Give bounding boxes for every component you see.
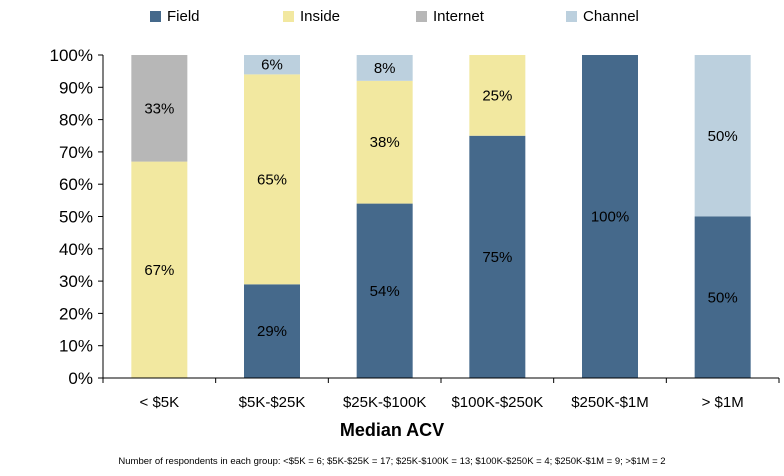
bar-inside-1	[244, 74, 300, 285]
legend-swatch-channel	[566, 11, 577, 22]
y-tick-label-4: 40%	[59, 240, 93, 259]
data-label-inside-3: 25%	[482, 87, 512, 104]
data-label-inside-2: 38%	[370, 134, 400, 151]
legend-label-channel: Channel	[583, 8, 639, 25]
legend-label-field: Field	[167, 8, 200, 25]
x-tick-label-3: $100K-$250K	[451, 394, 543, 411]
axes-layer: 0% 10% 20% 30% 40% 50% 60% 70% 80% 90% 100% < $5K $5…	[50, 46, 780, 411]
y-tick-label-9: 90%	[59, 78, 93, 97]
y-tick-label-7: 70%	[59, 143, 93, 162]
bar-field-3	[469, 135, 526, 378]
legend-swatch-inside	[283, 11, 294, 22]
data-label-channel-5: 50%	[708, 128, 738, 145]
legend-item-inside: Inside	[283, 8, 340, 25]
bar-inside-2	[356, 80, 413, 204]
y-tick-label-3: 30%	[59, 272, 93, 291]
data-label-field-4: 100%	[591, 209, 629, 226]
y-tick-label-0: 0%	[68, 369, 93, 388]
data-label-channel-1: 6%	[261, 57, 283, 74]
bars-layer: 67% 33% 29% 65% 6% 54% 38% 8% 75% 25% 100% 50% 50%	[131, 55, 751, 378]
x-tick-label-0: < $5K	[140, 394, 180, 411]
legend-item-internet: Internet	[416, 8, 484, 25]
x-tick-label-5: > $1M	[702, 394, 744, 411]
bar-field-1	[244, 284, 300, 378]
y-tick-label-6: 60%	[59, 175, 93, 194]
data-label-field-1: 29%	[257, 323, 287, 340]
legend-item-field: Field	[150, 8, 200, 25]
y-tick-label-8: 80%	[59, 111, 93, 130]
x-tick-label-2: $25K-$100K	[343, 394, 426, 411]
x-tick-label-1: $5K-$25K	[239, 394, 306, 411]
bar-field-4	[582, 55, 638, 378]
legend-item-channel: Channel	[566, 8, 639, 25]
legend-swatch-internet	[416, 11, 427, 22]
data-label-internet-0: 33%	[144, 100, 174, 117]
data-label-inside-0: 67%	[144, 262, 174, 279]
bar-channel-5	[694, 55, 751, 217]
bar-internet-0	[131, 55, 188, 162]
y-tick-label-2: 20%	[59, 304, 93, 323]
bar-field-5	[694, 216, 751, 378]
footnote: Number of respondents in each group: <$5…	[118, 456, 666, 467]
legend-label-inside: Inside	[300, 8, 341, 25]
bar-channel-1	[244, 55, 300, 75]
x-tick-label-4: $250K-$1M	[571, 394, 649, 411]
y-tick-label-10: 100%	[50, 46, 93, 65]
legend: Field Inside Internet Channel	[0, 8, 784, 30]
y-tick-label-5: 50%	[59, 208, 93, 227]
bar-field-2	[356, 203, 413, 378]
bar-channel-2	[356, 55, 413, 81]
data-label-channel-2: 8%	[374, 60, 396, 77]
x-axis-title: Median ACV	[339, 420, 445, 440]
data-label-inside-1: 65%	[257, 171, 287, 188]
legend-swatch-field	[150, 11, 161, 22]
data-label-field-5: 50%	[708, 289, 738, 306]
legend-label-internet: Internet	[433, 8, 484, 25]
data-label-field-2: 54%	[370, 283, 400, 300]
data-label-field-3: 75%	[482, 249, 512, 266]
y-tick-label-1: 10%	[59, 337, 93, 356]
bar-inside-3	[469, 55, 526, 136]
bar-inside-0	[131, 161, 188, 378]
